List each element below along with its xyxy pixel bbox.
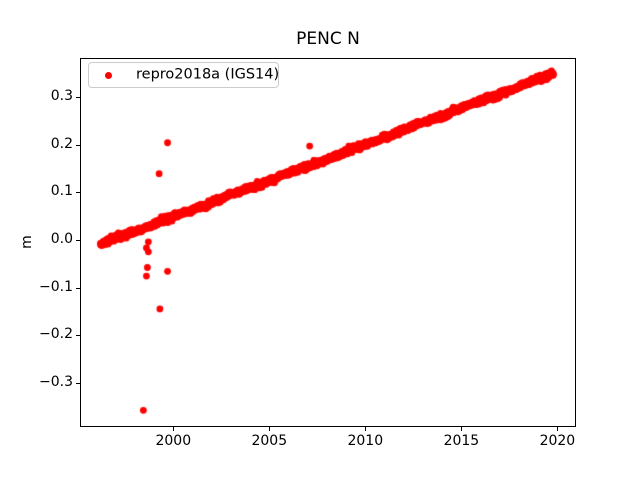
x-tick-label: 2000	[155, 433, 192, 449]
legend-label: repro2018a (IGS14)	[136, 66, 280, 83]
x-tick-label: 2010	[347, 433, 384, 449]
y-tick-label: 0.2	[50, 135, 73, 152]
y-tick-label: −0.2	[39, 326, 73, 343]
x-tick-label: 2020	[539, 433, 576, 449]
y-tick-label: 0.3	[50, 88, 73, 104]
x-tick-mark	[365, 427, 367, 431]
y-tick-label: 0.1	[50, 183, 73, 200]
x-tick-label: 2015	[443, 433, 480, 449]
legend: repro2018a (IGS14)	[88, 62, 279, 88]
x-tick-mark	[269, 427, 271, 431]
y-tick-mark	[76, 287, 80, 289]
y-tick-mark	[76, 144, 80, 146]
x-tick-label: 2005	[251, 433, 288, 449]
y-tick-label: 0.0	[50, 230, 73, 247]
y-tick-mark	[76, 192, 80, 194]
y-tick-label: −0.1	[39, 278, 73, 295]
y-tick-label: −0.3	[39, 373, 73, 390]
y-tick-mark	[76, 382, 80, 384]
x-tick-mark	[173, 427, 175, 431]
x-tick-mark	[461, 427, 463, 431]
y-tick-mark	[76, 335, 80, 337]
x-tick-mark	[557, 427, 559, 431]
y-tick-mark	[76, 97, 80, 98]
legend-dot-icon	[105, 71, 112, 79]
y-tick-mark	[76, 239, 80, 241]
